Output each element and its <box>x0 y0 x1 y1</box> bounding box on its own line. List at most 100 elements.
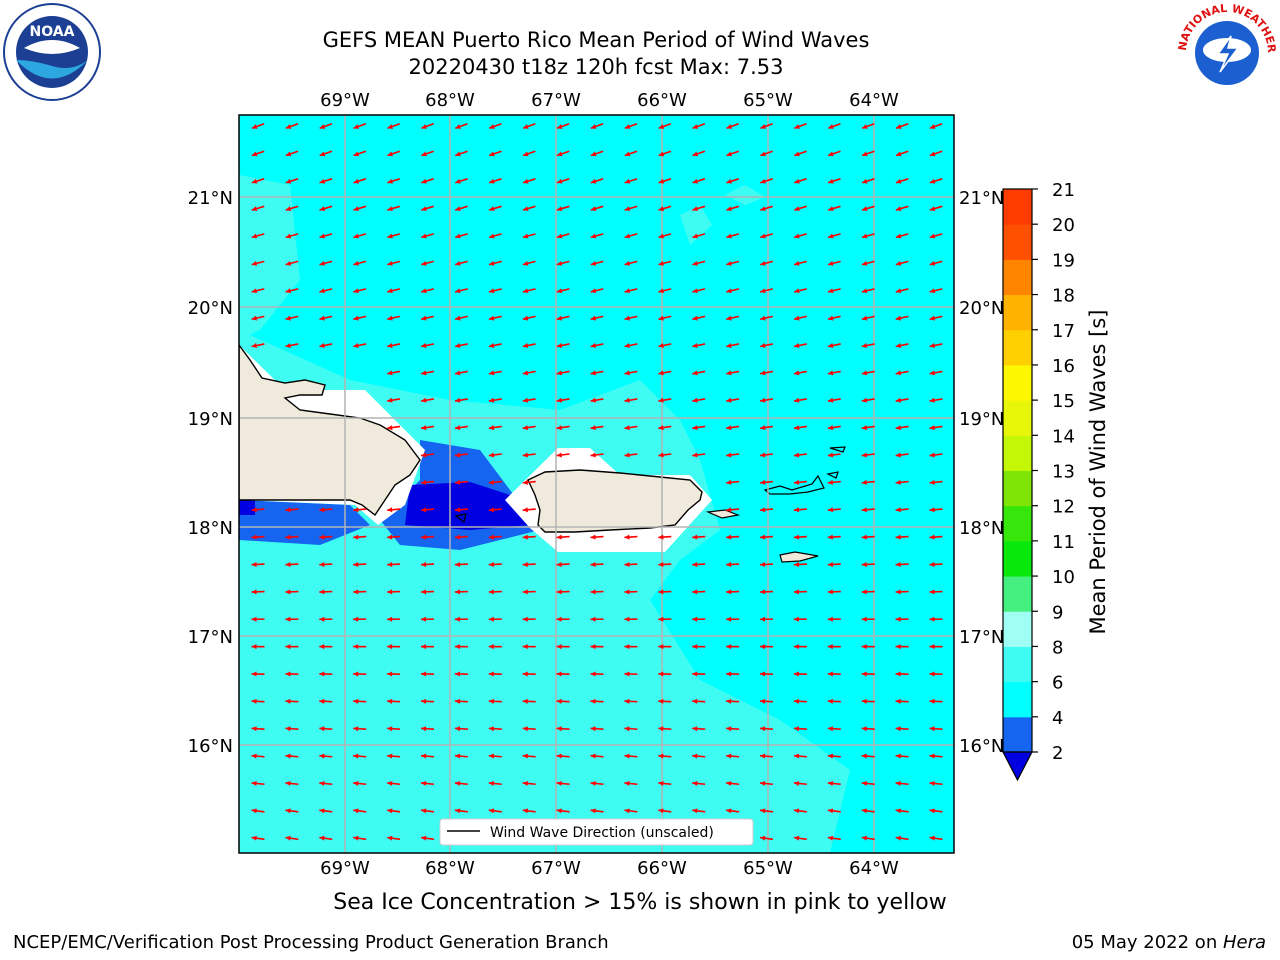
wave-direction-arrowhead <box>895 260 902 266</box>
map-frame <box>238 114 955 854</box>
wave-direction-arrowhead <box>251 753 257 759</box>
wave-direction-arrowhead <box>590 206 597 212</box>
wave-direction-arrowhead <box>760 288 766 294</box>
wave-direction-arrowhead <box>827 835 834 841</box>
wave-direction-arrowhead <box>251 288 258 294</box>
wave-direction-arrowhead <box>793 589 799 595</box>
wave-direction-arrowhead <box>861 698 867 704</box>
wave-direction-arrowhead <box>421 561 427 567</box>
wave-direction-arrowhead <box>454 644 460 650</box>
wave-direction-arrowhead <box>488 397 495 403</box>
wave-direction-arrowhead <box>522 780 528 786</box>
wave-direction-arrowhead <box>353 233 359 239</box>
wave-direction-arrowhead <box>658 452 664 458</box>
wave-direction-arrowhead <box>421 835 427 841</box>
colorbar-segment <box>1003 259 1032 296</box>
wave-direction-arrowhead <box>861 343 868 348</box>
wave-direction-arrowhead <box>489 124 495 129</box>
wave-direction-arrowhead <box>929 425 935 431</box>
wave-direction-arrowhead <box>488 370 495 376</box>
wave-direction-arrowhead <box>692 534 698 540</box>
wave-direction-arrowhead <box>658 233 665 239</box>
wave-direction-arrowhead <box>794 288 800 294</box>
wave-direction-arrowhead <box>556 151 563 157</box>
wave-direction-arrowhead <box>556 260 563 266</box>
wave-direction-arrowhead <box>929 698 935 704</box>
wave-direction-arrowhead <box>658 260 664 266</box>
wave-direction-arrowhead <box>454 753 461 759</box>
colorbar-segment <box>1003 224 1032 260</box>
wave-direction-arrowhead <box>319 288 325 294</box>
wave-direction-arrowhead <box>590 288 597 294</box>
wave-direction-arrowhead <box>793 507 800 513</box>
latitude-label: 16°N <box>959 736 1004 757</box>
wave-direction-arrowhead <box>590 561 596 567</box>
wave-direction-arrowhead <box>251 343 258 348</box>
wave-direction-arrowhead <box>726 671 732 677</box>
noaa-logo-text: NOAA <box>30 24 75 40</box>
wave-direction-arrowhead <box>556 124 563 129</box>
wave-direction-arrowhead <box>522 507 528 513</box>
wave-direction-arrowhead <box>319 343 325 348</box>
wave-direction-arrowhead <box>421 397 427 403</box>
wave-direction-arrowhead <box>658 151 665 157</box>
wave-direction-arrowhead <box>421 534 427 540</box>
wave-direction-arrowhead <box>590 370 596 376</box>
wave-direction-arrowhead <box>590 343 597 348</box>
wave-direction-arrowhead <box>353 315 359 321</box>
wave-direction-arrowhead <box>285 178 292 184</box>
wave-direction-arrowhead <box>455 370 461 376</box>
wave-direction-arrowhead <box>692 343 698 348</box>
period-band-below-2 <box>405 482 530 530</box>
wave-direction-arrowhead <box>895 616 901 622</box>
colorbar-tick-label: 4 <box>1052 708 1063 729</box>
wave-direction-arrowhead <box>929 835 935 841</box>
wave-direction-arrowhead <box>353 260 359 266</box>
wave-direction-arrowhead <box>658 726 664 732</box>
wave-direction-arrowhead <box>624 124 631 129</box>
wave-direction-arrowhead <box>624 808 630 814</box>
wave-direction-arrowhead <box>929 452 935 458</box>
wave-direction-arrowhead <box>624 343 630 348</box>
wave-direction-arrowhead <box>827 288 834 294</box>
wave-direction-arrowhead <box>895 561 901 567</box>
wave-direction-arrowhead <box>760 343 766 348</box>
wave-direction-arrowhead <box>488 589 494 595</box>
wave-direction-arrowhead <box>421 288 427 294</box>
wave-direction-arrowhead <box>556 780 562 786</box>
wave-direction-arrowhead <box>319 698 325 704</box>
wave-direction-arrowhead <box>828 151 834 157</box>
wave-direction-arrowhead <box>387 233 393 239</box>
latitude-label: 16°N <box>188 736 233 757</box>
latitude-label: 19°N <box>188 409 233 430</box>
wave-direction-arrowhead <box>556 589 562 595</box>
wave-direction-arrowhead <box>624 589 630 595</box>
wave-direction-arrowhead <box>929 589 935 595</box>
wave-direction-arrowhead <box>590 534 596 540</box>
wave-direction-arrowhead <box>455 178 461 184</box>
wave-direction-arrowhead <box>726 452 732 458</box>
wave-direction-arrowhead <box>421 644 427 650</box>
wave-direction-arrowhead <box>454 507 461 513</box>
wave-direction-arrowhead <box>285 561 291 567</box>
wave-direction-arrowhead <box>760 671 766 677</box>
wave-direction-arrowhead <box>895 370 902 376</box>
wave-direction-arrowhead <box>658 397 664 403</box>
wave-direction-arrowhead <box>861 808 868 814</box>
wave-direction-arrowhead <box>285 124 292 129</box>
wave-direction-arrowhead <box>793 726 800 732</box>
wave-direction-arrowhead <box>421 589 427 595</box>
wave-direction-arrowhead <box>319 671 325 677</box>
wave-direction-arrowhead <box>827 561 833 567</box>
wave-direction-arrowhead <box>285 151 292 157</box>
wave-direction-arrowhead <box>726 808 732 814</box>
wave-direction-arrowhead <box>387 835 393 841</box>
wave-direction-arrowhead <box>387 753 393 759</box>
wave-direction-arrowhead <box>590 671 596 677</box>
wave-direction-arrowhead <box>454 561 461 567</box>
wave-direction-arrowhead <box>828 124 834 129</box>
wave-direction-arrowhead <box>556 288 563 294</box>
wave-direction-arrowhead <box>929 780 935 786</box>
wave-direction-arrowhead <box>488 507 495 513</box>
colorbar-tick-label: 9 <box>1052 602 1063 623</box>
